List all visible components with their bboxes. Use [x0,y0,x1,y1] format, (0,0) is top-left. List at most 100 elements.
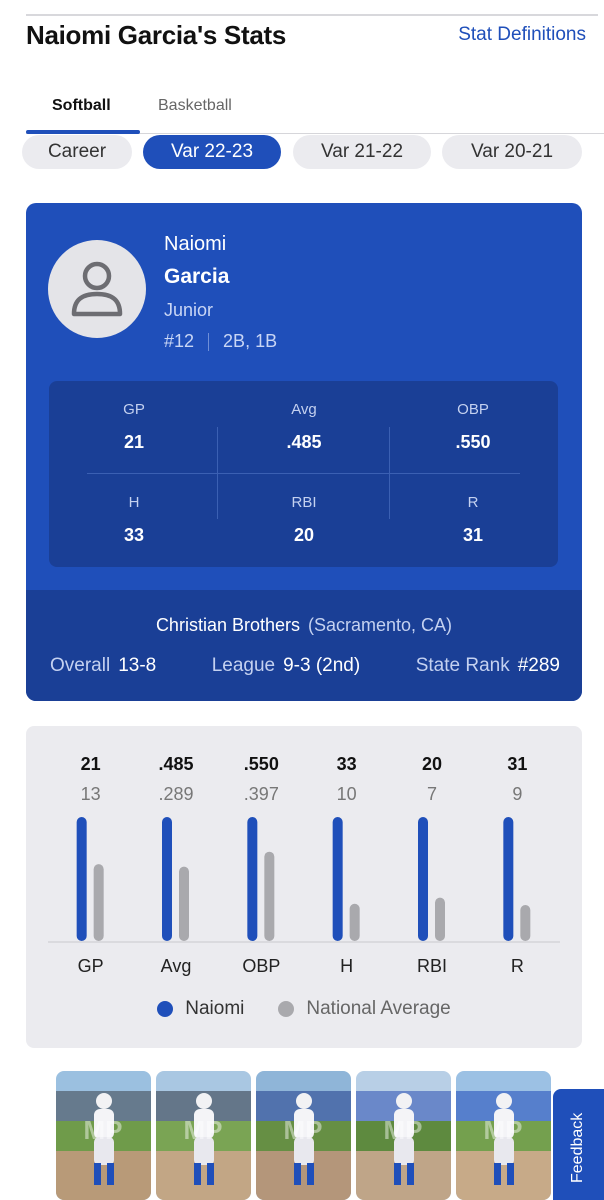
league-record: League 9-3 (2nd) [212,655,361,677]
softball-photo-image: MP [356,1071,451,1200]
grid-divider [87,473,520,474]
bar-naiomi [503,817,514,941]
legend-label: National Average [306,998,451,1019]
watermark: MP [484,1115,523,1145]
bar-national-average [349,903,360,941]
bar-naiomi [418,817,428,941]
state-rank-label: State Rank [415,655,510,676]
team-summary: Christian Brothers (Sacramento, CA) Overa… [26,590,582,701]
bar-naiomi [332,817,343,941]
bar-naiomi [76,817,87,941]
avatar [48,240,146,338]
overall-record: Overall 13-8 [50,655,156,677]
national-value-label: 13 [81,784,101,804]
feedback-button[interactable]: Feedback [553,1089,604,1200]
team-name-line: Christian Brothers (Sacramento, CA) [26,615,582,636]
divider [208,332,210,351]
season-tab-career[interactable]: Career [22,135,132,169]
softball-photo-image: MP [256,1071,351,1200]
stat-label: RBI [291,494,317,511]
watermark: MP [384,1115,423,1145]
stat-rbi: RBI 20 [219,494,389,546]
photo-1[interactable]: MP [56,1071,151,1200]
state-rank: State Rank #289 [416,655,560,677]
player-value-label: .485 [158,754,193,774]
bar-national-average [520,905,531,941]
stat-definitions-link[interactable]: Stat Definitions [458,24,586,45]
season-tabs: Career Var 22-23 Var 21-22 Var 20-21 [22,135,604,169]
player-last-name: Garcia [164,265,230,288]
active-tab-indicator [26,130,140,134]
watermark: MP [184,1115,223,1145]
player-first-name: Naiomi [164,233,227,255]
stat-obp: OBP .550 [388,401,558,453]
photo-4[interactable]: MP [356,1071,451,1200]
team-location: (Sacramento, CA) [308,615,453,635]
page-header: Naiomi Garcia's Stats Stat Definitions [26,20,586,60]
category-label: OBP [242,956,280,976]
top-divider [26,14,598,16]
photo-2[interactable]: MP [156,1071,251,1200]
legend-item-national-average: National Average [278,998,451,1020]
player-number-positions: #12 2B, 1B [164,331,277,352]
stat-label: Avg [291,401,317,418]
photo-5[interactable]: MP [456,1071,551,1200]
bar-national-average [264,851,275,941]
season-tab-var-20-21[interactable]: Var 20-21 [442,135,582,169]
legend-label: Naiomi [185,998,245,1019]
season-tab-var-21-22[interactable]: Var 21-22 [293,135,431,169]
legend-item-naiomi: Naiomi [157,998,244,1020]
tab-softball[interactable]: Softball [52,97,111,114]
category-label: R [511,956,524,976]
stat-value: .550 [455,432,491,452]
stat-value: 31 [462,525,484,545]
jersey-number: #12 [164,331,195,351]
stat-gp: GP 21 [49,401,219,453]
bar-national-average [435,897,445,941]
team-name[interactable]: Christian Brothers [155,615,300,635]
national-value-label: 9 [512,784,522,804]
watermark: MP [84,1115,123,1145]
player-profile-card: Naiomi Garcia Junior #12 2B, 1B GP 21 Av… [26,203,582,701]
overall-value: 13-8 [118,655,157,676]
softball-photo-image: MP [56,1071,151,1200]
league-label: League [211,655,276,676]
player-value-label: 33 [337,754,357,774]
state-rank-value: #289 [517,655,560,676]
softball-photo-image: MP [156,1071,251,1200]
league-value: 9-3 (2nd) [283,655,361,676]
stat-value: .485 [286,432,322,452]
national-comparison-chart: 21 13 GP .485 .289 Avg .550 .397 OBP 33 10 H 20 7 RBI 3… [26,726,582,1048]
photo-strip: MP MP MP MP MP [56,1071,556,1200]
legend-dot-national-average [278,1001,295,1017]
national-value-label: .397 [244,784,279,804]
team-record-line: Overall 13-8 League 9-3 (2nd) State Rank #2… [50,655,560,677]
photo-3[interactable]: MP [256,1071,351,1200]
player-grade: Junior [164,300,214,320]
tab-basketball[interactable]: Basketball [158,97,232,114]
player-value-label: 31 [507,754,527,774]
season-tab-var-22-23[interactable]: Var 22-23 [143,135,281,169]
stat-value: 20 [293,525,315,545]
stat-label: R [467,494,479,511]
bar-national-average [179,866,189,941]
softball-photo-image: MP [456,1071,551,1200]
bar-national-average [93,864,104,941]
stat-label: GP [123,401,145,418]
national-value-label: 10 [337,784,357,804]
legend-dot-naiomi [157,1001,174,1017]
player-value-label: .550 [244,754,279,774]
comparison-bar-chart: 21 13 GP .485 .289 Avg .550 .397 OBP 33 10 H 20 7 RBI 3… [48,754,560,976]
stat-r: R 31 [388,494,558,546]
category-label: RBI [417,956,447,976]
feedback-label: Feedback [569,1112,586,1183]
stat-value: 21 [123,432,145,452]
national-value-label: .289 [158,784,193,804]
category-label: H [340,956,353,976]
stat-avg: Avg .485 [219,401,389,453]
overall-label: Overall [50,655,111,676]
sport-tabs: Softball Basketball [26,90,604,134]
category-label: Avg [161,956,192,976]
category-label: GP [78,956,104,976]
player-positions: 2B, 1B [223,331,278,351]
